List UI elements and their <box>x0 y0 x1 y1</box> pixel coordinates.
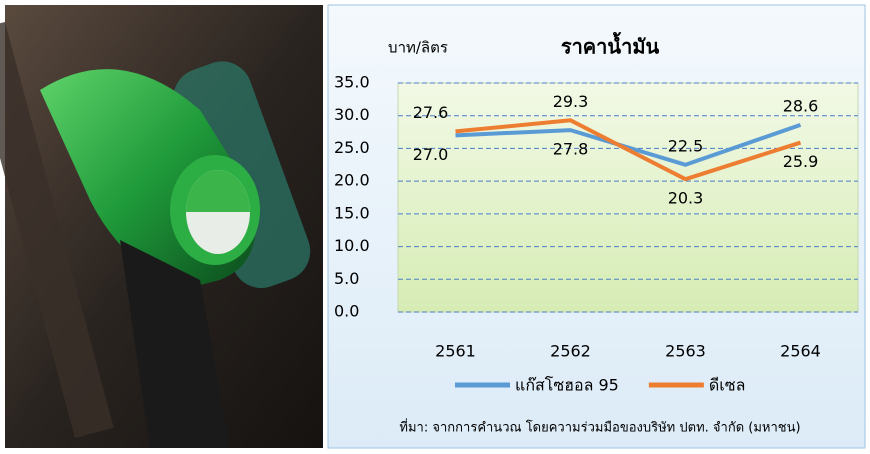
data-label: 25.9 <box>783 152 819 171</box>
source-note: ที่มา: จากการคำนวณ โดยความร่วมมือของบริษ… <box>399 419 800 436</box>
legend-label: แก๊สโซฮอล 95 <box>515 376 619 395</box>
y-tick-label: 35.0 <box>334 73 370 92</box>
data-label: 27.8 <box>553 140 589 159</box>
x-tick-label: 2562 <box>550 342 591 361</box>
y-tick-label: 15.0 <box>334 203 370 222</box>
y-tick-label: 25.0 <box>334 138 370 157</box>
data-label: 20.3 <box>668 189 704 208</box>
y-axis-label: บาท/ลิตร <box>388 39 448 57</box>
page: บาท/ลิตร ราคาน้ำมัน ที่มา: จากการคำนวณ โ… <box>0 0 870 450</box>
y-tick-label: 5.0 <box>334 269 359 288</box>
x-tick-label: 2563 <box>665 342 706 361</box>
data-label: 22.5 <box>668 136 704 155</box>
data-label: 28.6 <box>783 96 819 115</box>
y-tick-label: 0.0 <box>334 302 359 321</box>
y-tick-label: 20.0 <box>334 171 370 190</box>
photo <box>0 5 323 448</box>
x-tick-label: 2564 <box>780 342 821 361</box>
data-label: 29.3 <box>553 92 589 111</box>
legend-label: ดีเซล <box>709 376 746 395</box>
data-label: 27.0 <box>413 145 449 164</box>
plot-area <box>398 83 858 312</box>
data-label: 27.6 <box>413 103 449 122</box>
y-tick-label: 30.0 <box>334 105 370 124</box>
x-tick-label: 2561 <box>435 342 476 361</box>
chart-title: ราคาน้ำมัน <box>561 32 660 59</box>
y-tick-label: 10.0 <box>334 236 370 255</box>
